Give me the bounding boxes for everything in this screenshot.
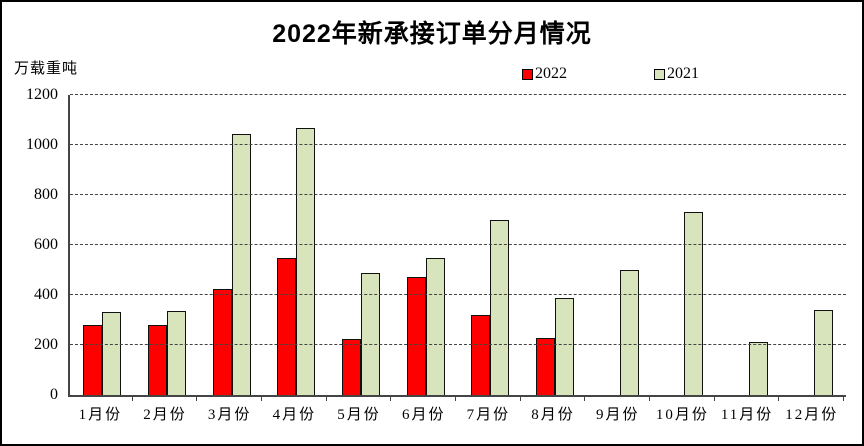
bar-2021-8月份 <box>555 298 575 395</box>
bar-2022-8月份 <box>536 337 556 395</box>
x-tick-mark-8 <box>584 397 586 401</box>
x-axis-label-6月份: 6月份 <box>401 407 446 423</box>
x-axis-label-11月份: 11月份 <box>720 407 774 423</box>
bar-2021-2月份 <box>167 310 186 395</box>
plot-area <box>68 94 846 397</box>
bar-group-4月份 <box>264 95 329 395</box>
bar-group-7月份 <box>458 95 523 395</box>
legend-item-2022: 2022 <box>522 65 567 83</box>
bar-group-1月份 <box>70 95 135 395</box>
x-axis-label-7月份: 7月份 <box>466 407 511 423</box>
bar-2021-6月份 <box>425 257 445 395</box>
bar-group-9月份 <box>587 95 652 395</box>
y-tick-label-0: 0 <box>50 386 58 403</box>
bar-group-5月份 <box>329 95 394 395</box>
gridline-1200 <box>70 94 846 95</box>
bar-group-8月份 <box>523 95 588 395</box>
x-tick-mark-6 <box>455 397 456 401</box>
x-tick-mark-3 <box>261 397 262 401</box>
x-tick-mark-9 <box>649 397 650 401</box>
x-tick-mark-5 <box>390 397 392 401</box>
x-tick-mark-12 <box>843 397 844 401</box>
bar-2022-6月份 <box>406 277 426 395</box>
bar-2021-12月份 <box>813 310 833 395</box>
gridline-800 <box>70 194 846 195</box>
bar-group-2月份 <box>135 95 200 395</box>
y-axis-unit-label: 万载重吨 <box>14 61 79 77</box>
y-tick-label-600: 600 <box>34 236 58 253</box>
y-tick-label-400: 400 <box>34 286 58 303</box>
x-tick-mark-4 <box>325 397 327 401</box>
bar-2022-1月份 <box>83 325 103 395</box>
y-tick-label-200: 200 <box>34 336 58 353</box>
chart-title: 2022年新承接订单分月情况 <box>272 20 592 48</box>
bar-2022-4月份 <box>277 258 297 395</box>
x-tick-mark-2 <box>196 397 198 401</box>
x-tick-mark-1 <box>131 397 133 401</box>
bar-2021-9月份 <box>619 269 639 395</box>
x-tick-mark-11 <box>778 397 780 401</box>
x-axis-label-3月份: 3月份 <box>207 407 252 423</box>
x-tick-mark-10 <box>713 397 715 401</box>
x-axis-label-1月份: 1月份 <box>78 407 123 423</box>
bar-2022-3月份 <box>212 288 232 395</box>
bar-2022-7月份 <box>471 315 491 395</box>
legend-label-2022: 2022 <box>535 65 567 82</box>
x-axis-tick-marks <box>68 397 844 402</box>
x-axis-labels: 1月份 2月份 3月份 4月份 5月份 6月份 7月份 8月份 9月份 10月份 11月份 12月份 <box>68 403 844 424</box>
bar-group-3月份 <box>199 95 264 395</box>
legend-item-2021: 2021 <box>654 65 699 83</box>
bar-group-12月份 <box>781 95 846 395</box>
bar-2021-10月份 <box>684 212 704 395</box>
x-axis-label-5月份: 5月份 <box>337 407 381 423</box>
gridline-1000 <box>70 144 846 145</box>
x-axis-label-10月份: 10月份 <box>655 407 709 423</box>
y-tick-label-1000: 1000 <box>26 136 58 153</box>
x-axis-label-9月份: 9月份 <box>595 407 640 423</box>
x-tick-mark-7 <box>519 397 521 401</box>
gridline-200 <box>70 344 846 345</box>
bar-group-10月份 <box>652 95 717 395</box>
bar-group-11月份 <box>717 95 782 395</box>
legend-label-2021: 2021 <box>667 65 699 82</box>
bar-2021-5月份 <box>361 273 381 395</box>
legend: 2022 2021 <box>2 65 862 83</box>
bar-2021-11月份 <box>749 341 769 395</box>
y-tick-label-800: 800 <box>34 186 58 203</box>
x-axis-label-12月份: 12月份 <box>785 407 839 423</box>
bar-2021-7月份 <box>490 220 510 395</box>
bar-groups <box>70 95 846 395</box>
bar-2021-3月份 <box>231 134 251 395</box>
legend-swatch-2021-icon <box>654 68 665 80</box>
x-axis-label-2月份: 2月份 <box>143 407 187 423</box>
bar-2022-2月份 <box>148 324 167 395</box>
gridline-600 <box>70 244 846 245</box>
x-axis-label-8月份: 8月份 <box>531 407 575 423</box>
bar-2021-1月份 <box>102 311 122 395</box>
legend-swatch-2022-icon <box>522 68 533 80</box>
bar-group-6月份 <box>393 95 458 395</box>
gridline-400 <box>70 294 846 295</box>
bar-2021-4月份 <box>296 127 316 395</box>
y-tick-label-1200: 1200 <box>26 86 58 103</box>
bar-2022-5月份 <box>342 338 362 395</box>
x-axis-label-4月份: 4月份 <box>272 407 317 423</box>
